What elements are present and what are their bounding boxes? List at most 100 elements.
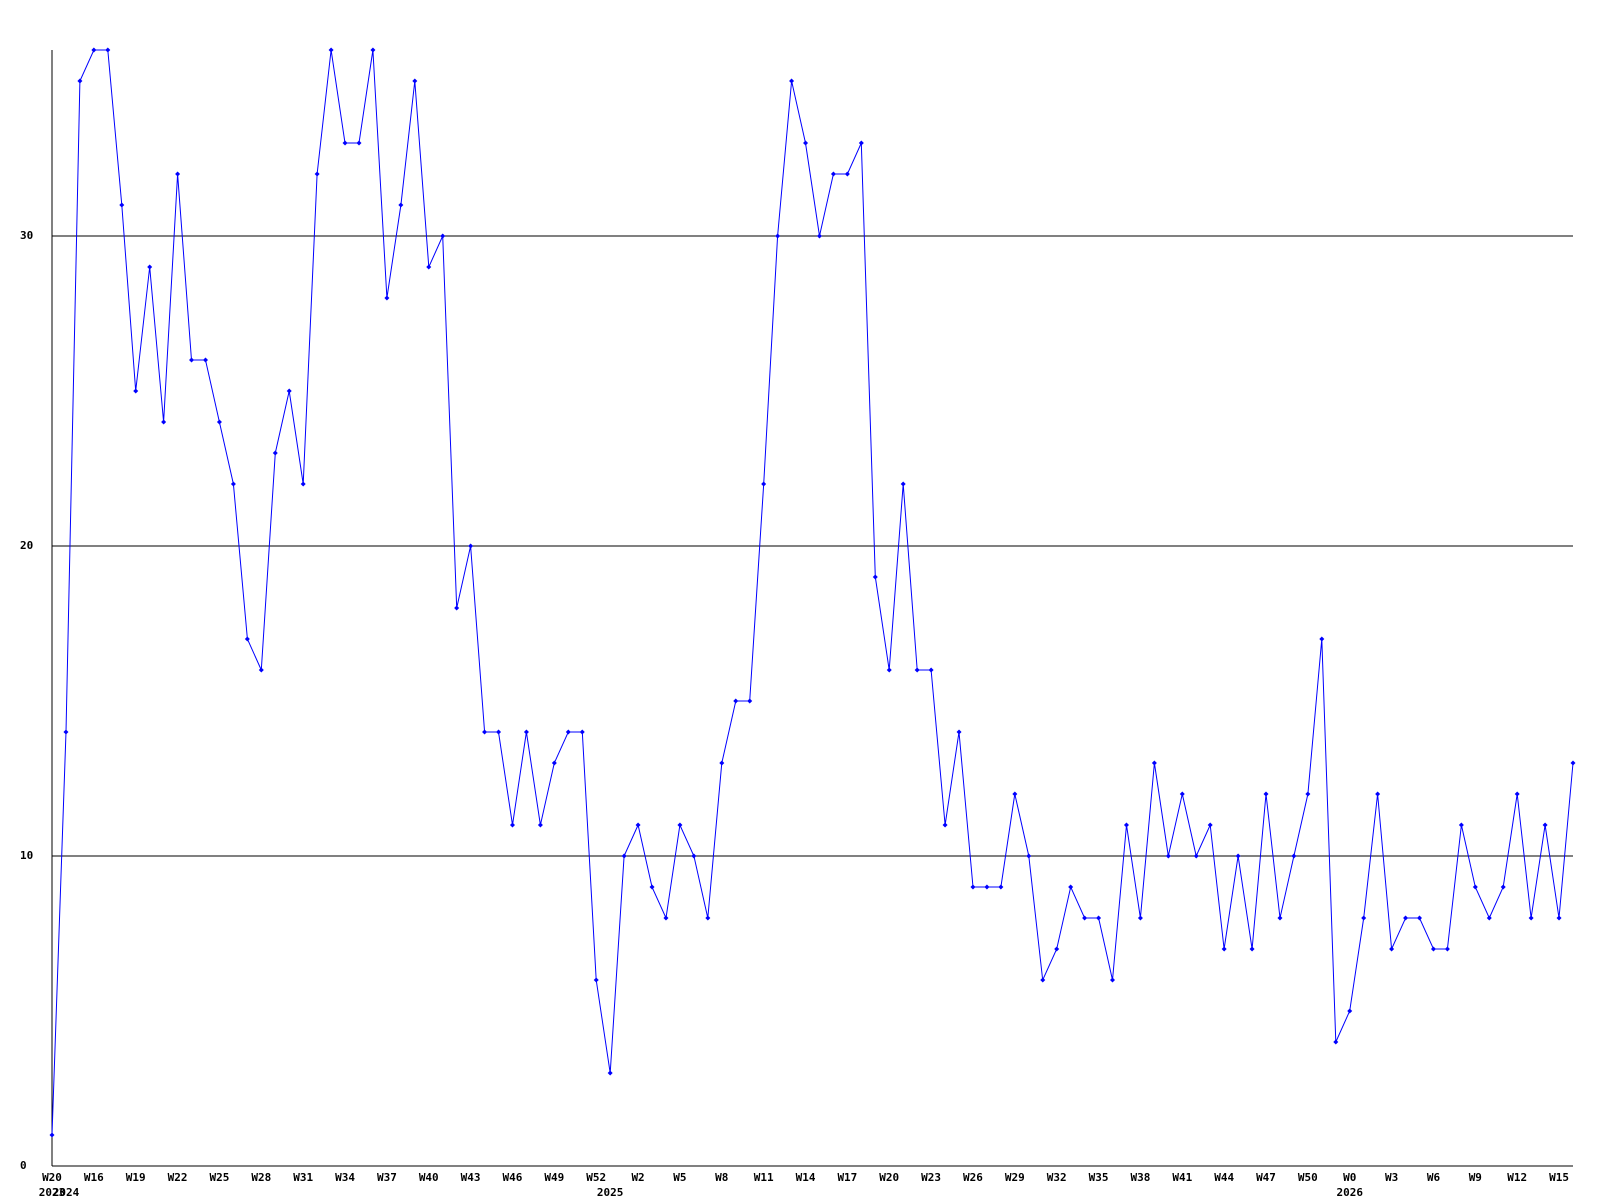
data-point: [1040, 977, 1046, 983]
data-point: [607, 1070, 613, 1076]
x-tick-label: W29: [1005, 1171, 1025, 1184]
data-point: [440, 233, 446, 239]
data-point: [509, 822, 515, 828]
data-point: [258, 667, 264, 673]
data-point: [523, 729, 529, 735]
data-point: [928, 667, 934, 673]
x-tick-label: W40: [419, 1171, 439, 1184]
data-point: [1263, 791, 1269, 797]
data-point: [314, 171, 320, 177]
data-point: [1221, 946, 1227, 952]
data-point: [342, 140, 348, 146]
data-point: [1403, 915, 1409, 921]
data-point: [1375, 791, 1381, 797]
data-point: [803, 140, 809, 146]
x-tick-label: W47: [1256, 1171, 1276, 1184]
data-point: [1514, 791, 1520, 797]
data-point: [747, 698, 753, 704]
x-tick-label: W2: [631, 1171, 644, 1184]
data-point: [1096, 915, 1102, 921]
data-point: [551, 760, 557, 766]
data-point: [1235, 853, 1241, 859]
data-point: [1458, 822, 1464, 828]
data-point: [956, 729, 962, 735]
y-tick-label: 10: [20, 849, 33, 862]
data-point: [858, 140, 864, 146]
data-point: [1110, 977, 1116, 983]
data-point: [1151, 760, 1157, 766]
year-label: 2025: [597, 1186, 624, 1199]
data-point: [1528, 915, 1534, 921]
data-point: [300, 481, 306, 487]
data-point: [1486, 915, 1492, 921]
data-point: [900, 481, 906, 487]
x-tick-label: W20: [42, 1171, 62, 1184]
x-tick-label: W50: [1298, 1171, 1318, 1184]
data-point: [1333, 1039, 1339, 1045]
data-point: [984, 884, 990, 890]
data-point: [133, 388, 139, 394]
data-point: [454, 605, 460, 611]
x-tick-label: W5: [673, 1171, 686, 1184]
data-point: [1054, 946, 1060, 952]
data-point: [1556, 915, 1562, 921]
y-tick-label: 20: [20, 539, 33, 552]
data-point: [1319, 636, 1325, 642]
x-tick-label: W6: [1427, 1171, 1441, 1184]
x-tick-label: W34: [335, 1171, 355, 1184]
data-point: [1444, 946, 1450, 952]
x-tick-label: W41: [1172, 1171, 1192, 1184]
data-point: [1347, 1008, 1353, 1014]
data-point: [1026, 853, 1032, 859]
data-point: [872, 574, 878, 580]
data-point: [1179, 791, 1185, 797]
x-tick-label: W23: [921, 1171, 941, 1184]
x-tick-label: W22: [168, 1171, 188, 1184]
x-tick-label: W16: [84, 1171, 104, 1184]
data-point: [942, 822, 948, 828]
data-point: [789, 78, 795, 84]
data-point: [1542, 822, 1548, 828]
data-point: [272, 450, 278, 456]
data-point: [1012, 791, 1018, 797]
x-tick-label: W20: [879, 1171, 899, 1184]
data-point: [105, 47, 111, 53]
x-tick-label: W0: [1343, 1171, 1356, 1184]
x-tick-label: W32: [1047, 1171, 1067, 1184]
data-point: [412, 78, 418, 84]
year-label: 2024: [53, 1186, 80, 1199]
x-tick-label: W11: [754, 1171, 774, 1184]
x-tick-label: W43: [461, 1171, 481, 1184]
data-point: [1082, 915, 1088, 921]
x-tick-label: W15: [1549, 1171, 1569, 1184]
x-tick-label: W52: [586, 1171, 606, 1184]
year-label: 2026: [1336, 1186, 1363, 1199]
data-point: [886, 667, 892, 673]
data-point: [761, 481, 767, 487]
data-point: [635, 822, 641, 828]
data-point: [830, 171, 836, 177]
x-tick-label: W3: [1385, 1171, 1398, 1184]
data-point: [1500, 884, 1506, 890]
data-point: [384, 295, 390, 301]
x-tick-label: W28: [251, 1171, 271, 1184]
data-point: [202, 357, 208, 363]
data-point: [565, 729, 571, 735]
data-point: [663, 915, 669, 921]
x-tick-label: W44: [1214, 1171, 1234, 1184]
data-point: [1570, 760, 1576, 766]
data-point: [1361, 915, 1367, 921]
data-point: [216, 419, 222, 425]
data-point: [1207, 822, 1213, 828]
x-tick-label: W19: [126, 1171, 146, 1184]
data-point: [537, 822, 543, 828]
data-point: [1305, 791, 1311, 797]
data-point: [649, 884, 655, 890]
data-point: [230, 481, 236, 487]
data-point: [286, 388, 292, 394]
data-point: [1417, 915, 1423, 921]
data-point: [1472, 884, 1478, 890]
data-point: [1430, 946, 1436, 952]
data-point: [1277, 915, 1283, 921]
